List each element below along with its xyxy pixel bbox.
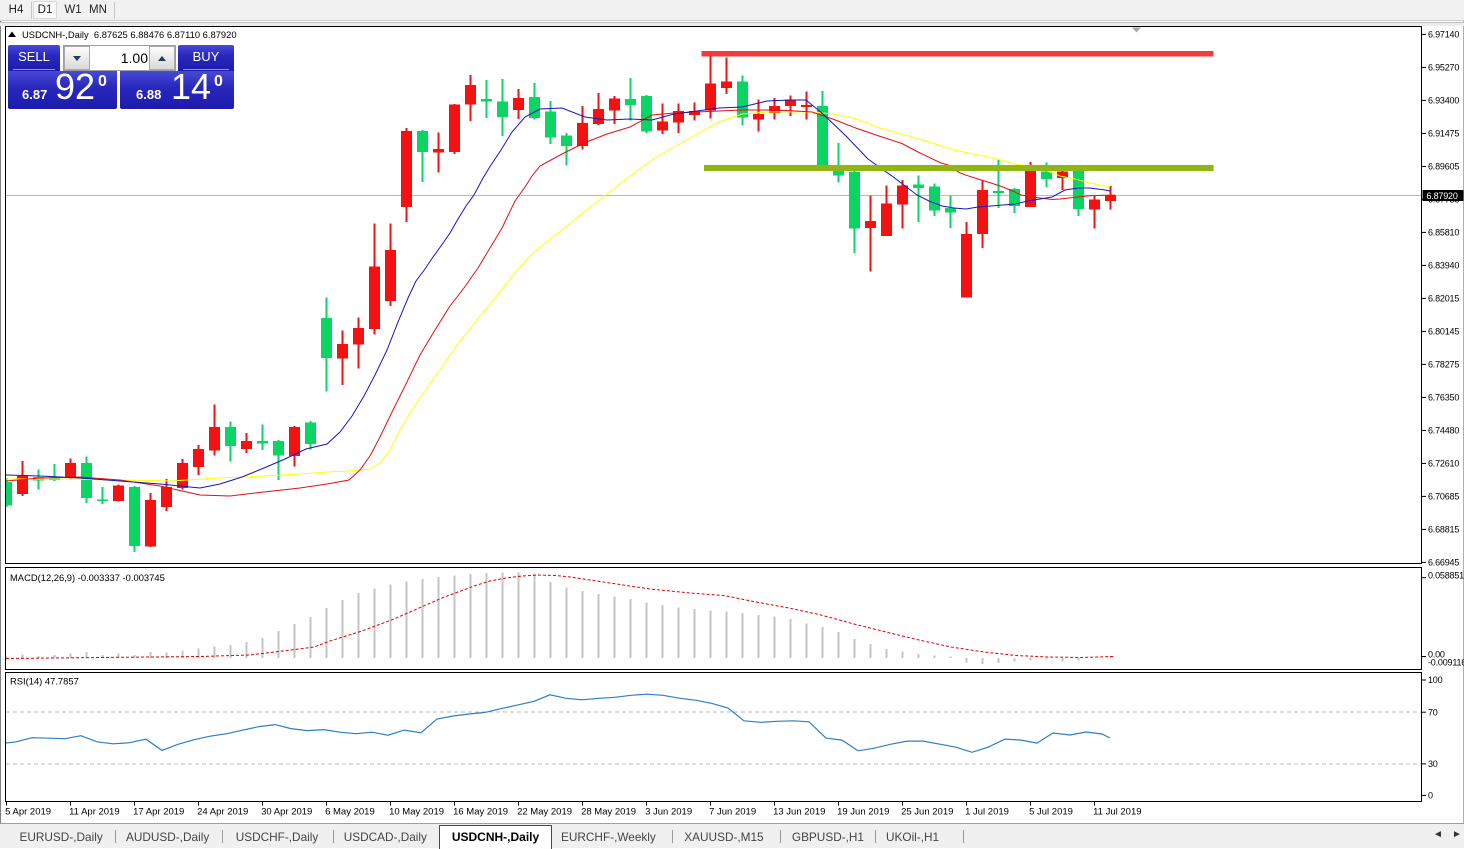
svg-text:100: 100 [1428, 675, 1443, 685]
svg-text:6.91475: 6.91475 [1428, 129, 1459, 139]
svg-text:6.74480: 6.74480 [1428, 426, 1459, 436]
svg-text:6.93400: 6.93400 [1428, 96, 1459, 106]
svg-text:30: 30 [1428, 759, 1438, 769]
svg-text:11 Jul 2019: 11 Jul 2019 [1093, 807, 1141, 818]
svg-text:MACD(12,26,9) -0.003337 -0.003: MACD(12,26,9) -0.003337 -0.003745 [10, 572, 165, 583]
svg-text:6.89605: 6.89605 [1428, 162, 1459, 172]
svg-text:6.80145: 6.80145 [1428, 327, 1459, 337]
svg-text:13 Jun 2019: 13 Jun 2019 [773, 807, 825, 818]
svg-text:0.058851: 0.058851 [1428, 571, 1464, 581]
svg-text:70: 70 [1428, 707, 1438, 717]
svg-text:28 May 2019: 28 May 2019 [581, 807, 636, 818]
svg-text:1 Jul 2019: 1 Jul 2019 [965, 807, 1009, 818]
svg-text:6 May 2019: 6 May 2019 [325, 807, 375, 818]
svg-text:6.68815: 6.68815 [1428, 525, 1459, 535]
svg-text:0: 0 [1428, 791, 1433, 801]
svg-text:RSI(14) 47.7857: RSI(14) 47.7857 [10, 676, 79, 687]
svg-text:19 Jun 2019: 19 Jun 2019 [837, 807, 889, 818]
svg-text:24 Apr 2019: 24 Apr 2019 [197, 807, 248, 818]
svg-text:USDCNH-,Daily 6.87625 6.88476: USDCNH-,Daily 6.87625 6.88476 6.87110 6.… [22, 29, 237, 40]
svg-text:6.97140: 6.97140 [1428, 30, 1459, 40]
svg-text:6.87920: 6.87920 [1427, 191, 1458, 201]
svg-text:11 Apr 2019: 11 Apr 2019 [69, 807, 120, 818]
svg-text:30 Apr 2019: 30 Apr 2019 [261, 807, 312, 818]
svg-text:6.85810: 6.85810 [1428, 228, 1459, 238]
svg-text:6.82015: 6.82015 [1428, 294, 1459, 304]
svg-text:-0.009116: -0.009116 [1428, 658, 1464, 668]
svg-text:25 Jun 2019: 25 Jun 2019 [901, 807, 953, 818]
svg-text:22 May 2019: 22 May 2019 [517, 807, 572, 818]
svg-text:7 Jun 2019: 7 Jun 2019 [709, 807, 756, 818]
svg-text:0.00: 0.00 [1428, 650, 1445, 660]
svg-text:6.76350: 6.76350 [1428, 393, 1459, 403]
svg-text:6.66945: 6.66945 [1428, 558, 1459, 568]
svg-text:6.95270: 6.95270 [1428, 63, 1459, 73]
svg-text:5 Apr 2019: 5 Apr 2019 [5, 807, 51, 818]
svg-text:5 Jul 2019: 5 Jul 2019 [1029, 807, 1073, 818]
svg-text:17 Apr 2019: 17 Apr 2019 [133, 807, 184, 818]
svg-text:6.72610: 6.72610 [1428, 459, 1459, 469]
svg-text:3 Jun 2019: 3 Jun 2019 [645, 807, 692, 818]
svg-text:16 May 2019: 16 May 2019 [453, 807, 508, 818]
svg-text:6.83940: 6.83940 [1428, 261, 1459, 271]
svg-text:10 May 2019: 10 May 2019 [389, 807, 444, 818]
svg-text:6.70685: 6.70685 [1428, 492, 1459, 502]
svg-text:6.78275: 6.78275 [1428, 360, 1459, 370]
